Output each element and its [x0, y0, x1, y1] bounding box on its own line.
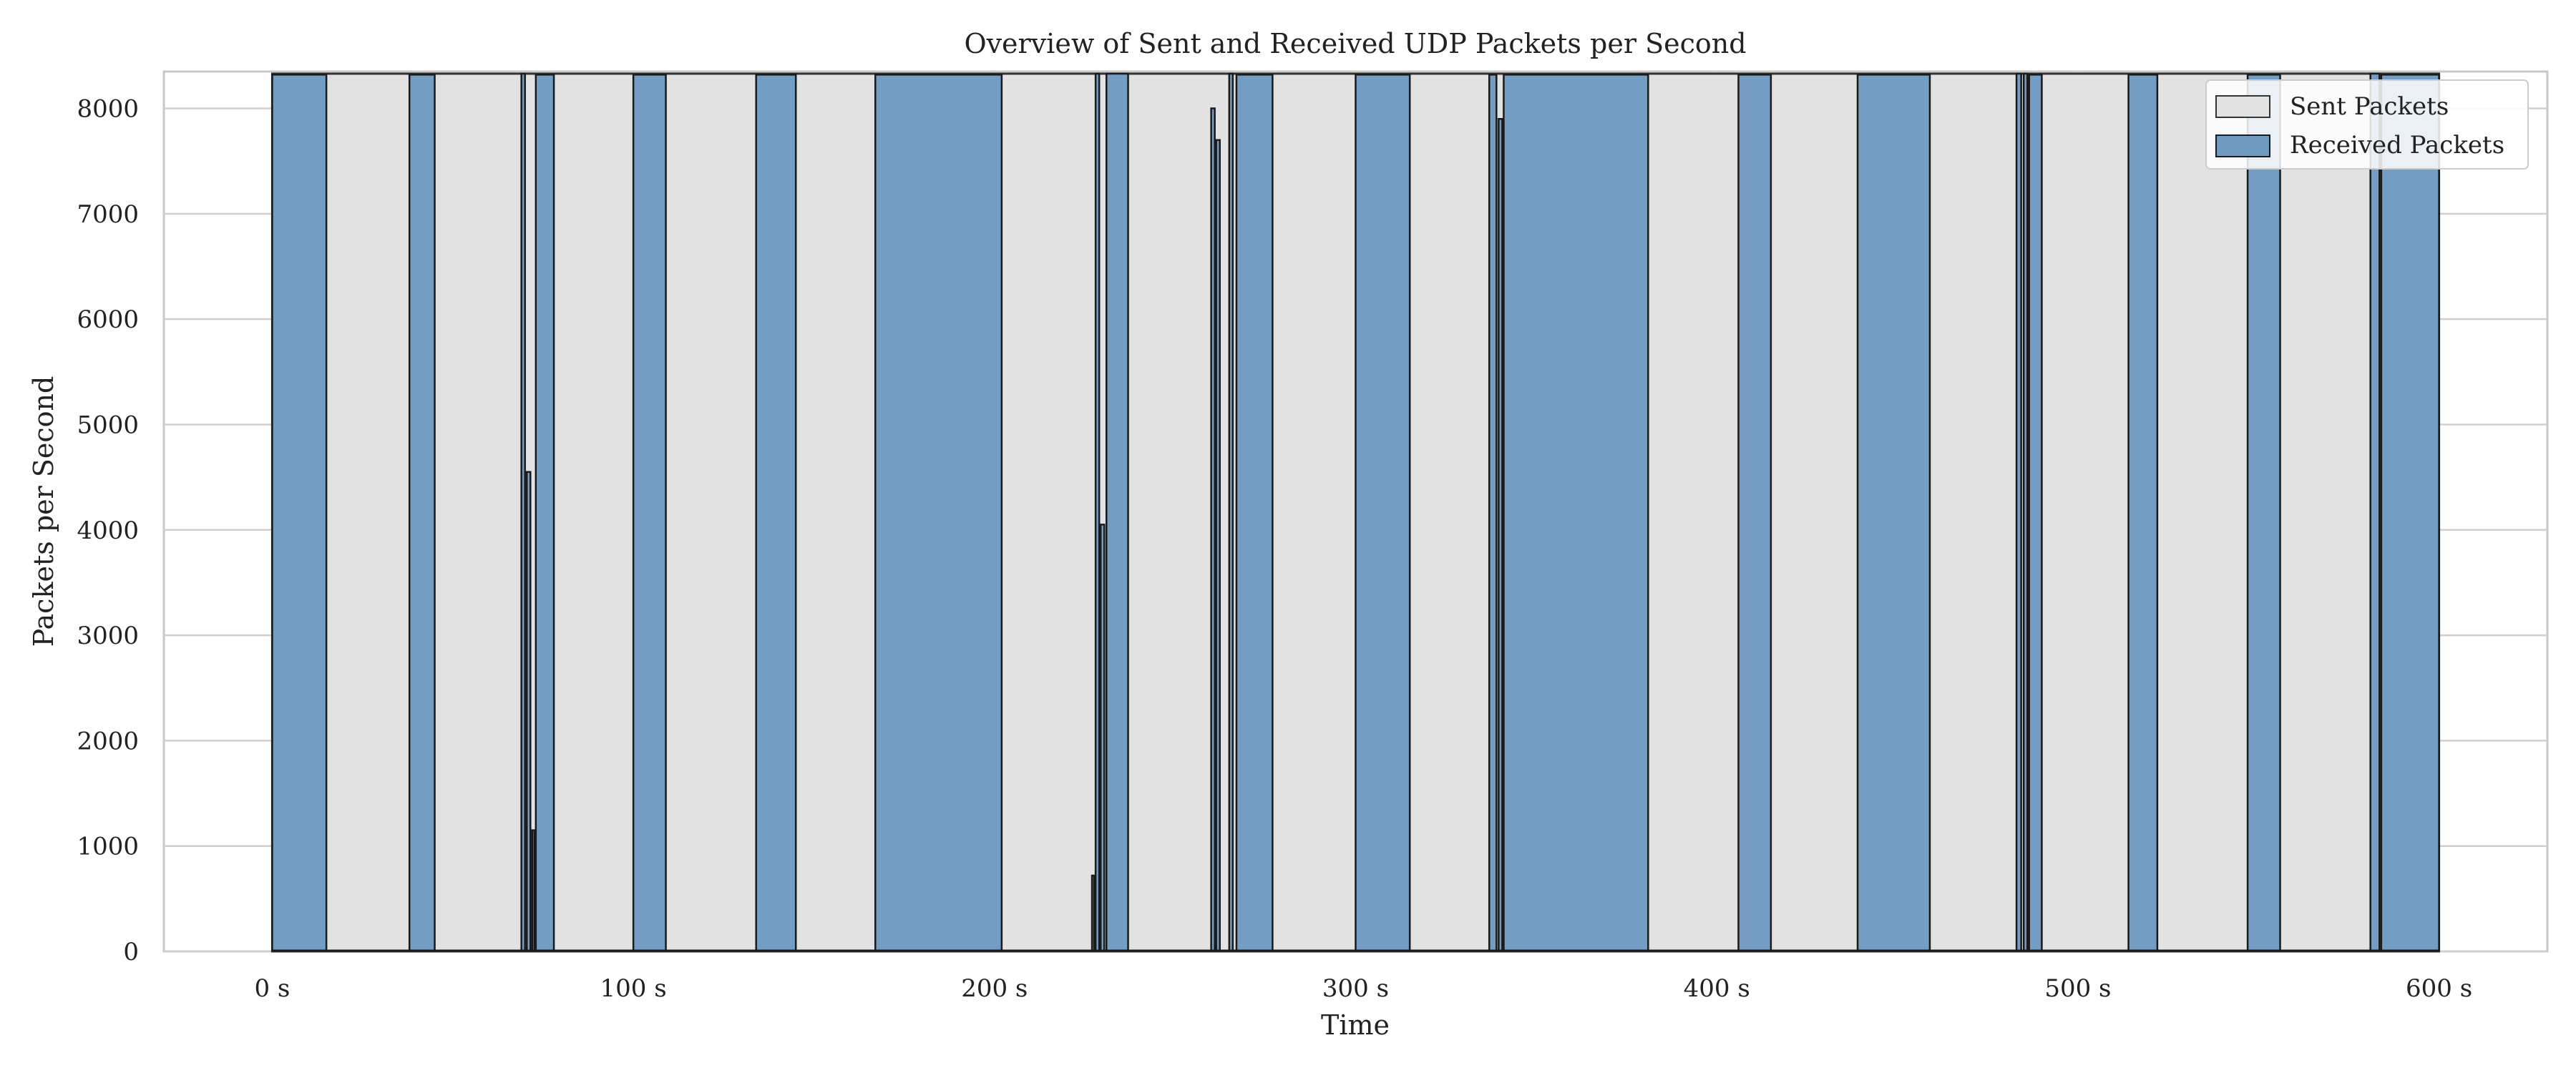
received-block-9 [1091, 874, 1096, 951]
received-block-25 [2028, 74, 2043, 951]
received-block-24 [2022, 72, 2029, 951]
legend-frame [2205, 79, 2529, 170]
x-tick-label-2: 200 s [961, 974, 1028, 1003]
y-tick-label-6: 6000 [77, 305, 139, 334]
chart-title: Overview of Sent and Received UDP Packet… [964, 28, 1746, 59]
received-block-1 [408, 74, 436, 951]
received-block-4 [531, 829, 536, 951]
received-block-11 [1099, 524, 1106, 951]
received-block-6 [632, 74, 667, 951]
y-tick-label-1: 1000 [77, 833, 139, 861]
received-block-23 [2015, 72, 2022, 951]
tick-labels: 0 s 100 s 200 s 300 s 400 s 500 s 600 s 0 1000 20… [77, 95, 2472, 1003]
x-tick-label-0: 0 s [254, 974, 290, 1003]
received-block-14 [1215, 139, 1221, 951]
received-block-2 [520, 72, 526, 951]
received-block-3 [525, 471, 532, 951]
y-tick-label-7: 7000 [77, 200, 139, 229]
received-block-22 [1856, 74, 1931, 951]
received-block-19 [1498, 118, 1503, 951]
received-block-8 [874, 74, 1003, 951]
legend-label-received: Received Packets [2290, 131, 2504, 160]
received-block-5 [535, 74, 555, 951]
received-block-7 [755, 74, 797, 951]
received-block-13 [1210, 107, 1216, 951]
received-block-0 [271, 74, 328, 951]
y-tick-label-5: 5000 [77, 411, 139, 439]
legend-swatch-sent [2215, 95, 2270, 118]
y-tick-label-3: 3000 [77, 622, 139, 650]
received-block-10 [1094, 72, 1101, 951]
received-block-16 [1235, 74, 1274, 951]
legend: Sent Packets Received Packets [2205, 79, 2529, 170]
received-block-18 [1488, 74, 1498, 951]
x-tick-label-1: 100 s [600, 974, 667, 1003]
y-tick-label-2: 2000 [77, 727, 139, 755]
y-tick-label-4: 4000 [77, 516, 139, 545]
legend-label-sent: Sent Packets [2290, 92, 2449, 121]
received-block-26 [2127, 74, 2159, 951]
x-tick-label-3: 300 s [1322, 974, 1389, 1003]
x-tick-label-6: 600 s [2406, 974, 2472, 1003]
received-block-20 [1503, 74, 1649, 951]
x-tick-label-4: 400 s [1684, 974, 1750, 1003]
received-packets-series [271, 72, 2440, 952]
x-axis-label: Time [1321, 1009, 1390, 1041]
received-block-15 [1228, 72, 1234, 951]
received-block-21 [1737, 74, 1772, 951]
received-block-29 [2380, 74, 2440, 951]
received-block-28 [2369, 72, 2381, 951]
received-block-12 [1106, 72, 1129, 951]
x-tick-label-5: 500 s [2044, 974, 2111, 1003]
y-axis-label: Packets per Second [28, 376, 59, 647]
y-tick-label-8: 8000 [77, 95, 139, 124]
received-block-27 [2246, 74, 2281, 951]
y-tick-label-0: 0 [123, 938, 139, 966]
legend-swatch-received [2215, 134, 2270, 157]
received-block-17 [1355, 74, 1411, 951]
